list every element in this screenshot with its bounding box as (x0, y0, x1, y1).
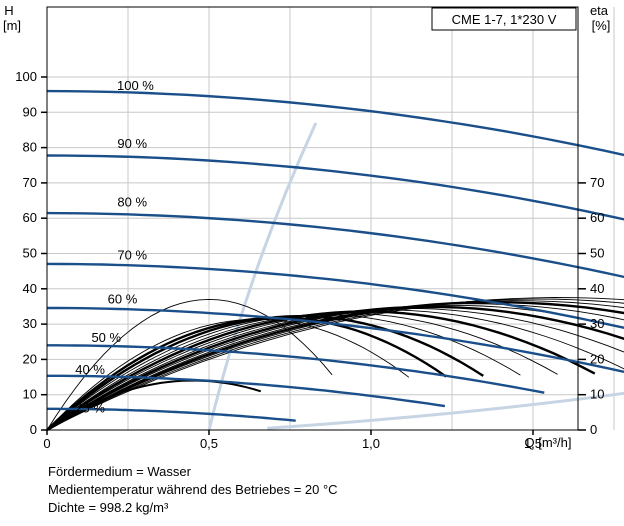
efficiency-curves (46, 297, 624, 432)
head-curve (46, 262, 624, 329)
pump-performance-chart: 0 10 20 30 40 50 60 70 80 90 100 0 10 20 30 40 50 60 70 0 0,… (3, 3, 624, 451)
speed-label: 80 % (117, 194, 147, 209)
head-curve (46, 89, 624, 157)
x-axis-label: Q [m³/h] (525, 435, 572, 450)
efficiency-curve (46, 309, 624, 431)
head-curve (46, 154, 624, 221)
max-power-boundary (207, 122, 318, 431)
y-tick-label-left: 20 (23, 351, 37, 366)
x-tick-label: 1,5 (524, 436, 542, 451)
y-tick-label-left: 10 (23, 387, 37, 402)
note-density: Dichte = 998.2 kg/m³ (48, 500, 169, 515)
y-tick-label-right: 40 (590, 281, 604, 296)
medium-notes: Fördermedium = Wasser Medientemperatur w… (48, 463, 338, 517)
efficiency-curve (46, 314, 484, 431)
head-curve (47, 374, 446, 408)
y-tick-label-left: 30 (23, 316, 37, 331)
y-tick-label-right: 60 (590, 210, 604, 225)
speed-label: 70 % (117, 247, 147, 262)
speed-label: 25 % (75, 400, 105, 415)
axis-ticks: 0 10 20 30 40 50 60 70 80 90 100 0 10 20 30 40 50 60 70 0 0,… (15, 69, 604, 451)
y-tick-label-left: 60 (23, 210, 37, 225)
operating-boundary (207, 122, 624, 431)
speed-label: 60 % (108, 291, 138, 306)
y-tick-label-left: 70 (23, 175, 37, 190)
speed-label: 40 % (75, 362, 105, 377)
efficiency-curve-low-speed (46, 298, 333, 431)
y-axis-label-left: H (4, 3, 13, 18)
x-tick-label: 0 (43, 436, 50, 451)
y-tick-label-right: 20 (590, 351, 604, 366)
efficiency-curve (46, 310, 596, 431)
y-tick-label-left: 90 (23, 104, 37, 119)
speed-label: 50 % (91, 330, 121, 345)
y-axis-unit-left: [m] (3, 18, 21, 33)
y-tick-label-right: 0 (590, 422, 597, 437)
chart-title: CME 1-7, 1*230 V (452, 12, 557, 27)
speed-label: 90 % (117, 136, 147, 151)
chart-grid (47, 7, 615, 430)
y-tick-label-right: 70 (590, 175, 604, 190)
head-curve (47, 344, 545, 394)
y-axis-label-right: eta (590, 3, 609, 18)
speed-label: 100 % (117, 78, 154, 93)
y-tick-label-left: 40 (23, 281, 37, 296)
y-tick-label-left: 80 (23, 140, 37, 155)
y-axis-unit-right: [%] (592, 18, 611, 33)
head-curve (47, 306, 624, 374)
y-tick-label-right: 10 (590, 387, 604, 402)
head-curves (46, 89, 624, 422)
y-tick-label-right: 50 (590, 246, 604, 261)
curve-labels: 100 % 90 % 80 % 70 % 60 % 50 % 40 % 25 % (75, 78, 154, 416)
y-tick-label-left: 0 (30, 422, 37, 437)
y-tick-label-right: 30 (590, 316, 604, 331)
efficiency-curve (46, 316, 447, 431)
efficiency-curve (46, 297, 624, 431)
head-curve (46, 211, 624, 279)
note-medium: Fördermedium = Wasser (48, 464, 191, 479)
title-box (431, 7, 577, 31)
max-flow-boundary (267, 391, 624, 430)
x-tick-label: 0,5 (200, 436, 218, 451)
head-curve (47, 407, 296, 422)
y-tick-label-left: 50 (23, 246, 37, 261)
note-temperature: Medientemperatur während des Betriebes =… (48, 482, 338, 497)
y-tick-label-left: 100 (15, 69, 37, 84)
x-tick-label: 1,0 (362, 436, 380, 451)
